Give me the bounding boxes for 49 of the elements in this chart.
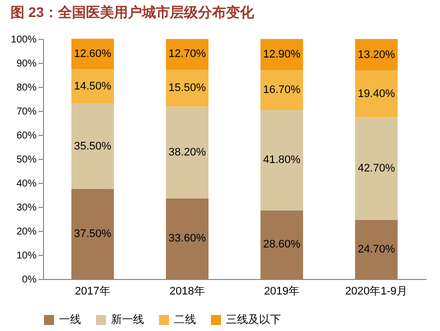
bar — [260, 70, 304, 110]
y-tick-label: 80% — [16, 82, 37, 94]
chart-title: 图 23：全国医美用户城市层级分布变化 — [10, 4, 255, 20]
bar — [355, 117, 398, 220]
y-tick-label: 60% — [16, 130, 37, 142]
y-tick-label: 20% — [16, 226, 37, 238]
bar — [260, 210, 304, 279]
y-tick-label: 70% — [16, 106, 37, 118]
bar — [166, 69, 208, 107]
bar — [71, 189, 114, 279]
bar — [166, 198, 208, 279]
y-tick-label: 30% — [16, 202, 37, 214]
data-label: 12.90% — [263, 48, 301, 60]
legend-label: 三线及以下 — [226, 313, 281, 326]
legend-label: 二线 — [174, 313, 196, 326]
legend-label: 一线 — [59, 313, 81, 326]
y-tick-label: 40% — [16, 178, 37, 190]
data-label: 35.50% — [74, 140, 112, 152]
data-label: 28.60% — [263, 238, 301, 251]
bar — [71, 69, 114, 104]
data-label: 12.60% — [74, 48, 112, 60]
data-label: 15.50% — [168, 82, 206, 94]
x-tick-label: 2020年1-9月 — [345, 286, 408, 298]
x-tick-label: 2018年 — [169, 286, 205, 298]
data-label: 24.70% — [358, 243, 396, 256]
x-tick-label: 2017年 — [74, 286, 110, 298]
x-tick-label: 2019年 — [264, 286, 300, 298]
bar — [355, 220, 398, 279]
data-label: 12.70% — [168, 48, 206, 60]
data-label: 14.50% — [74, 80, 112, 92]
y-tick-label: 90% — [16, 58, 37, 70]
y-tick-label: 100% — [10, 34, 37, 46]
data-label: 19.40% — [358, 88, 396, 100]
data-label: 38.20% — [168, 146, 206, 159]
data-label: 33.60% — [168, 232, 206, 245]
data-label: 37.50% — [74, 228, 112, 240]
legend-label: 新一线 — [111, 313, 144, 326]
bar — [166, 106, 208, 198]
data-label: 42.70% — [358, 162, 396, 174]
bar — [260, 110, 304, 210]
data-label: 16.70% — [263, 84, 301, 96]
bar — [166, 39, 208, 70]
bar — [355, 70, 398, 118]
data-label: 13.20% — [358, 48, 396, 61]
data-label: 41.80% — [263, 154, 301, 166]
y-tick-label: 50% — [16, 154, 37, 166]
y-tick-label: 10% — [16, 250, 37, 262]
bar — [71, 104, 114, 189]
y-tick-label: 0% — [22, 274, 37, 286]
